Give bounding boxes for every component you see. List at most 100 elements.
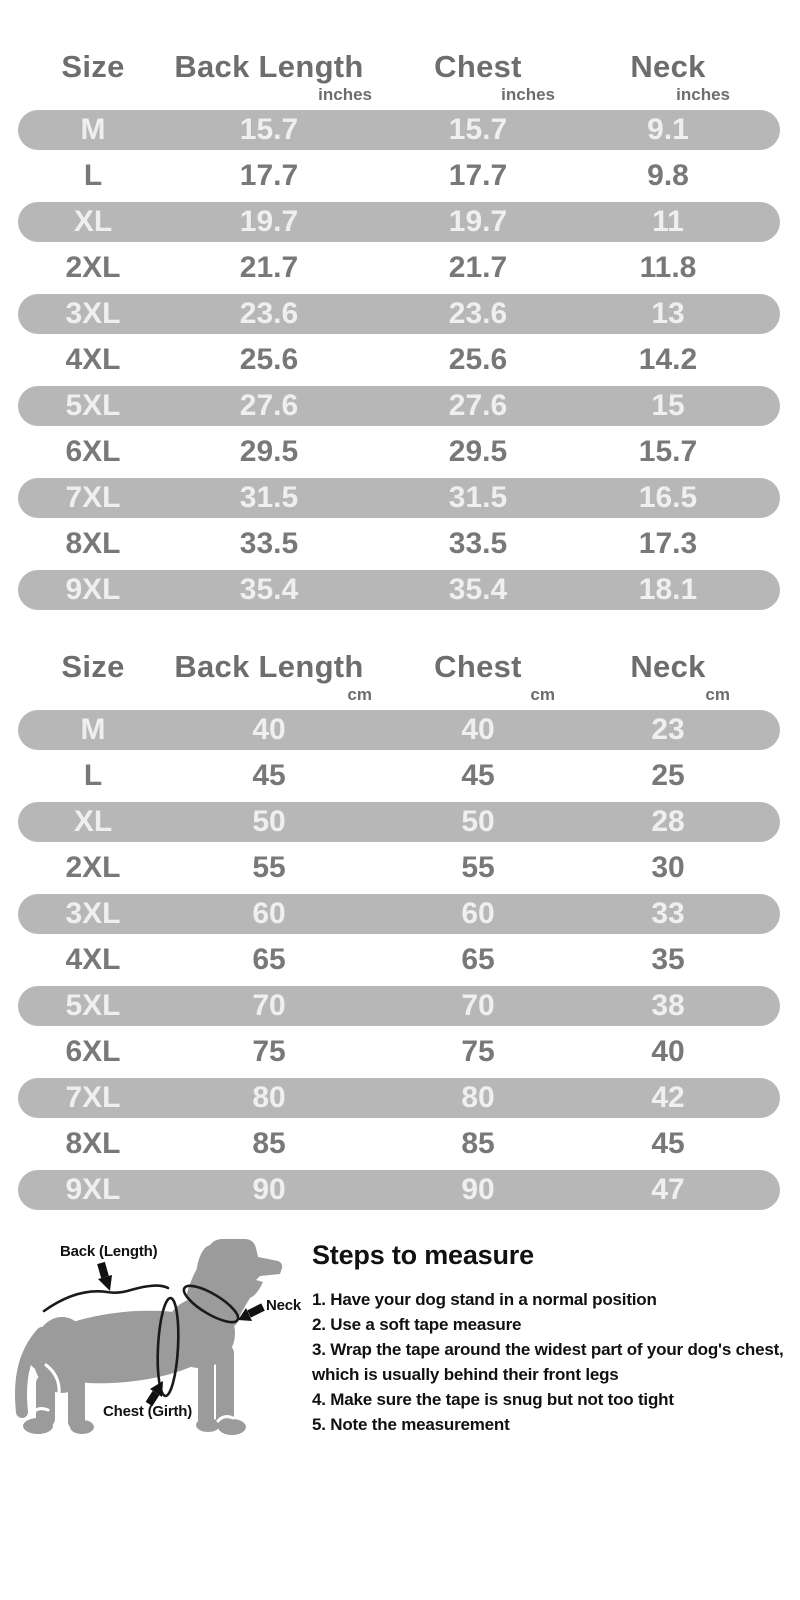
table-header-row: Size Back Length Chest Neck xyxy=(18,648,780,686)
chest-cell: 75 xyxy=(461,1035,495,1068)
rear-paw-detail-line xyxy=(30,1407,50,1415)
back-length-cell: 40 xyxy=(252,713,286,746)
steps-title: Steps to measure xyxy=(312,1240,534,1270)
step-item: 3. Wrap the tape around the widest part … xyxy=(312,1340,784,1384)
annotation-arrows xyxy=(97,1261,265,1407)
back-length-cell: 27.6 xyxy=(239,389,299,422)
column-header-back-length: Back Length xyxy=(174,49,364,84)
chest-cell: 60 xyxy=(461,897,495,930)
neck-cell: 15 xyxy=(651,389,685,422)
unit-label-chest: inches xyxy=(501,85,555,104)
table-row: L 45 45 25 xyxy=(18,756,780,796)
chest-cell: 23.6 xyxy=(448,297,508,330)
back-length-cell: 65 xyxy=(252,943,286,976)
size-cell: M xyxy=(80,113,106,146)
table-rows: M 40 40 23 L 45 45 25 XL 50 50 28 2XL 5 xyxy=(18,710,780,1210)
table-row: L 17.7 17.7 9.8 xyxy=(18,156,780,196)
unit-label-back: cm xyxy=(347,685,372,704)
neck-cell: 33 xyxy=(651,897,685,930)
neck-cell: 9.8 xyxy=(647,159,689,192)
table-row: 6XL 75 75 40 xyxy=(18,1032,780,1072)
size-cell: 4XL xyxy=(65,343,121,376)
chest-cell: 15.7 xyxy=(448,113,508,146)
dog-silhouette xyxy=(15,1239,283,1435)
size-cell: 8XL xyxy=(65,1127,121,1160)
neck-cell: 35 xyxy=(651,943,685,976)
back-length-cell: 45 xyxy=(252,759,286,792)
chest-girth-loop xyxy=(156,1296,180,1398)
back-length-cell: 31.5 xyxy=(239,481,299,514)
back-length-cell: 50 xyxy=(252,805,286,838)
unit-label-chest: cm xyxy=(530,685,555,704)
back-length-cell: 23.6 xyxy=(239,297,299,330)
back-length-cell: 21.7 xyxy=(239,251,299,284)
column-header-chest: Chest xyxy=(434,649,522,684)
back-length-cell: 75 xyxy=(252,1035,286,1068)
neck-loop xyxy=(182,1284,240,1324)
chest-cell: 31.5 xyxy=(448,481,508,514)
table-row: 8XL 33.5 33.5 17.3 xyxy=(18,524,780,564)
neck-cell: 40 xyxy=(651,1035,685,1068)
table-row: 5XL 27.6 27.6 15 xyxy=(18,386,780,426)
chest-girth-label: Chest (Girth) xyxy=(103,1403,193,1420)
chest-cell: 55 xyxy=(461,851,495,884)
neck-cell: 13 xyxy=(651,297,685,330)
neck-cell: 11 xyxy=(652,205,684,238)
size-cell: M xyxy=(80,713,106,746)
column-header-neck: Neck xyxy=(630,49,706,84)
back-length-cell: 70 xyxy=(252,989,286,1022)
measurement-lines xyxy=(42,1284,240,1398)
size-cell: 9XL xyxy=(65,573,121,606)
back-length-cell: 15.7 xyxy=(239,113,299,146)
front-paw-detail-line xyxy=(216,1415,235,1423)
size-cell: 2XL xyxy=(65,251,121,284)
back-length-cell: 19.7 xyxy=(239,205,299,238)
neck-label: Neck xyxy=(266,1297,302,1314)
size-cell: 3XL xyxy=(65,897,121,930)
size-table-cm: Size Back Length Chest Neck cm cm cm M 4… xyxy=(18,648,780,1216)
steps-list: 1. Have your dog stand in a normal posit… xyxy=(312,1287,790,1437)
back-length-cell: 35.4 xyxy=(239,573,299,606)
size-cell: 3XL xyxy=(65,297,121,330)
size-cell: 5XL xyxy=(65,389,121,422)
chest-arrow xyxy=(145,1381,163,1407)
neck-cell: 14.2 xyxy=(638,343,698,376)
column-header-chest: Chest xyxy=(434,49,522,84)
size-cell: XL xyxy=(73,805,113,838)
table-row: 3XL 23.6 23.6 13 xyxy=(18,294,780,334)
size-cell: L xyxy=(83,159,103,192)
back-length-cell: 80 xyxy=(252,1081,286,1114)
table-row: 4XL 25.6 25.6 14.2 xyxy=(18,340,780,380)
chest-cell: 35.4 xyxy=(448,573,508,606)
neck-cell: 30 xyxy=(651,851,685,884)
size-cell: L xyxy=(83,759,103,792)
chest-cell: 21.7 xyxy=(448,251,508,284)
chest-cell: 19.7 xyxy=(448,205,508,238)
unit-spacer xyxy=(18,86,168,104)
chest-cell: 25.6 xyxy=(448,343,508,376)
neck-cell: 38 xyxy=(651,989,685,1022)
table-row: 9XL 90 90 47 xyxy=(18,1170,780,1210)
neck-cell: 16.5 xyxy=(638,481,698,514)
column-header-neck: Neck xyxy=(630,649,706,684)
chest-cell: 90 xyxy=(461,1173,495,1206)
back-length-line xyxy=(42,1284,170,1313)
table-row: 7XL 31.5 31.5 16.5 xyxy=(18,478,780,518)
table-row: 5XL 70 70 38 xyxy=(18,986,780,1026)
chest-cell: 29.5 xyxy=(448,435,508,468)
neck-cell: 15.7 xyxy=(638,435,698,468)
column-header-back-length: Back Length xyxy=(174,649,364,684)
step-item: 5. Note the measurement xyxy=(312,1415,510,1434)
size-cell: XL xyxy=(73,205,113,238)
table-row: 7XL 80 80 42 xyxy=(18,1078,780,1118)
neck-cell: 11.8 xyxy=(639,251,697,284)
chest-cell: 65 xyxy=(461,943,495,976)
chest-cell: 70 xyxy=(461,989,495,1022)
back-length-cell: 60 xyxy=(252,897,286,930)
size-cell: 9XL xyxy=(65,1173,121,1206)
neck-cell: 18.1 xyxy=(638,573,698,606)
table-row: 4XL 65 65 35 xyxy=(18,940,780,980)
size-cell: 4XL xyxy=(65,943,121,976)
neck-cell: 9.1 xyxy=(647,113,689,146)
